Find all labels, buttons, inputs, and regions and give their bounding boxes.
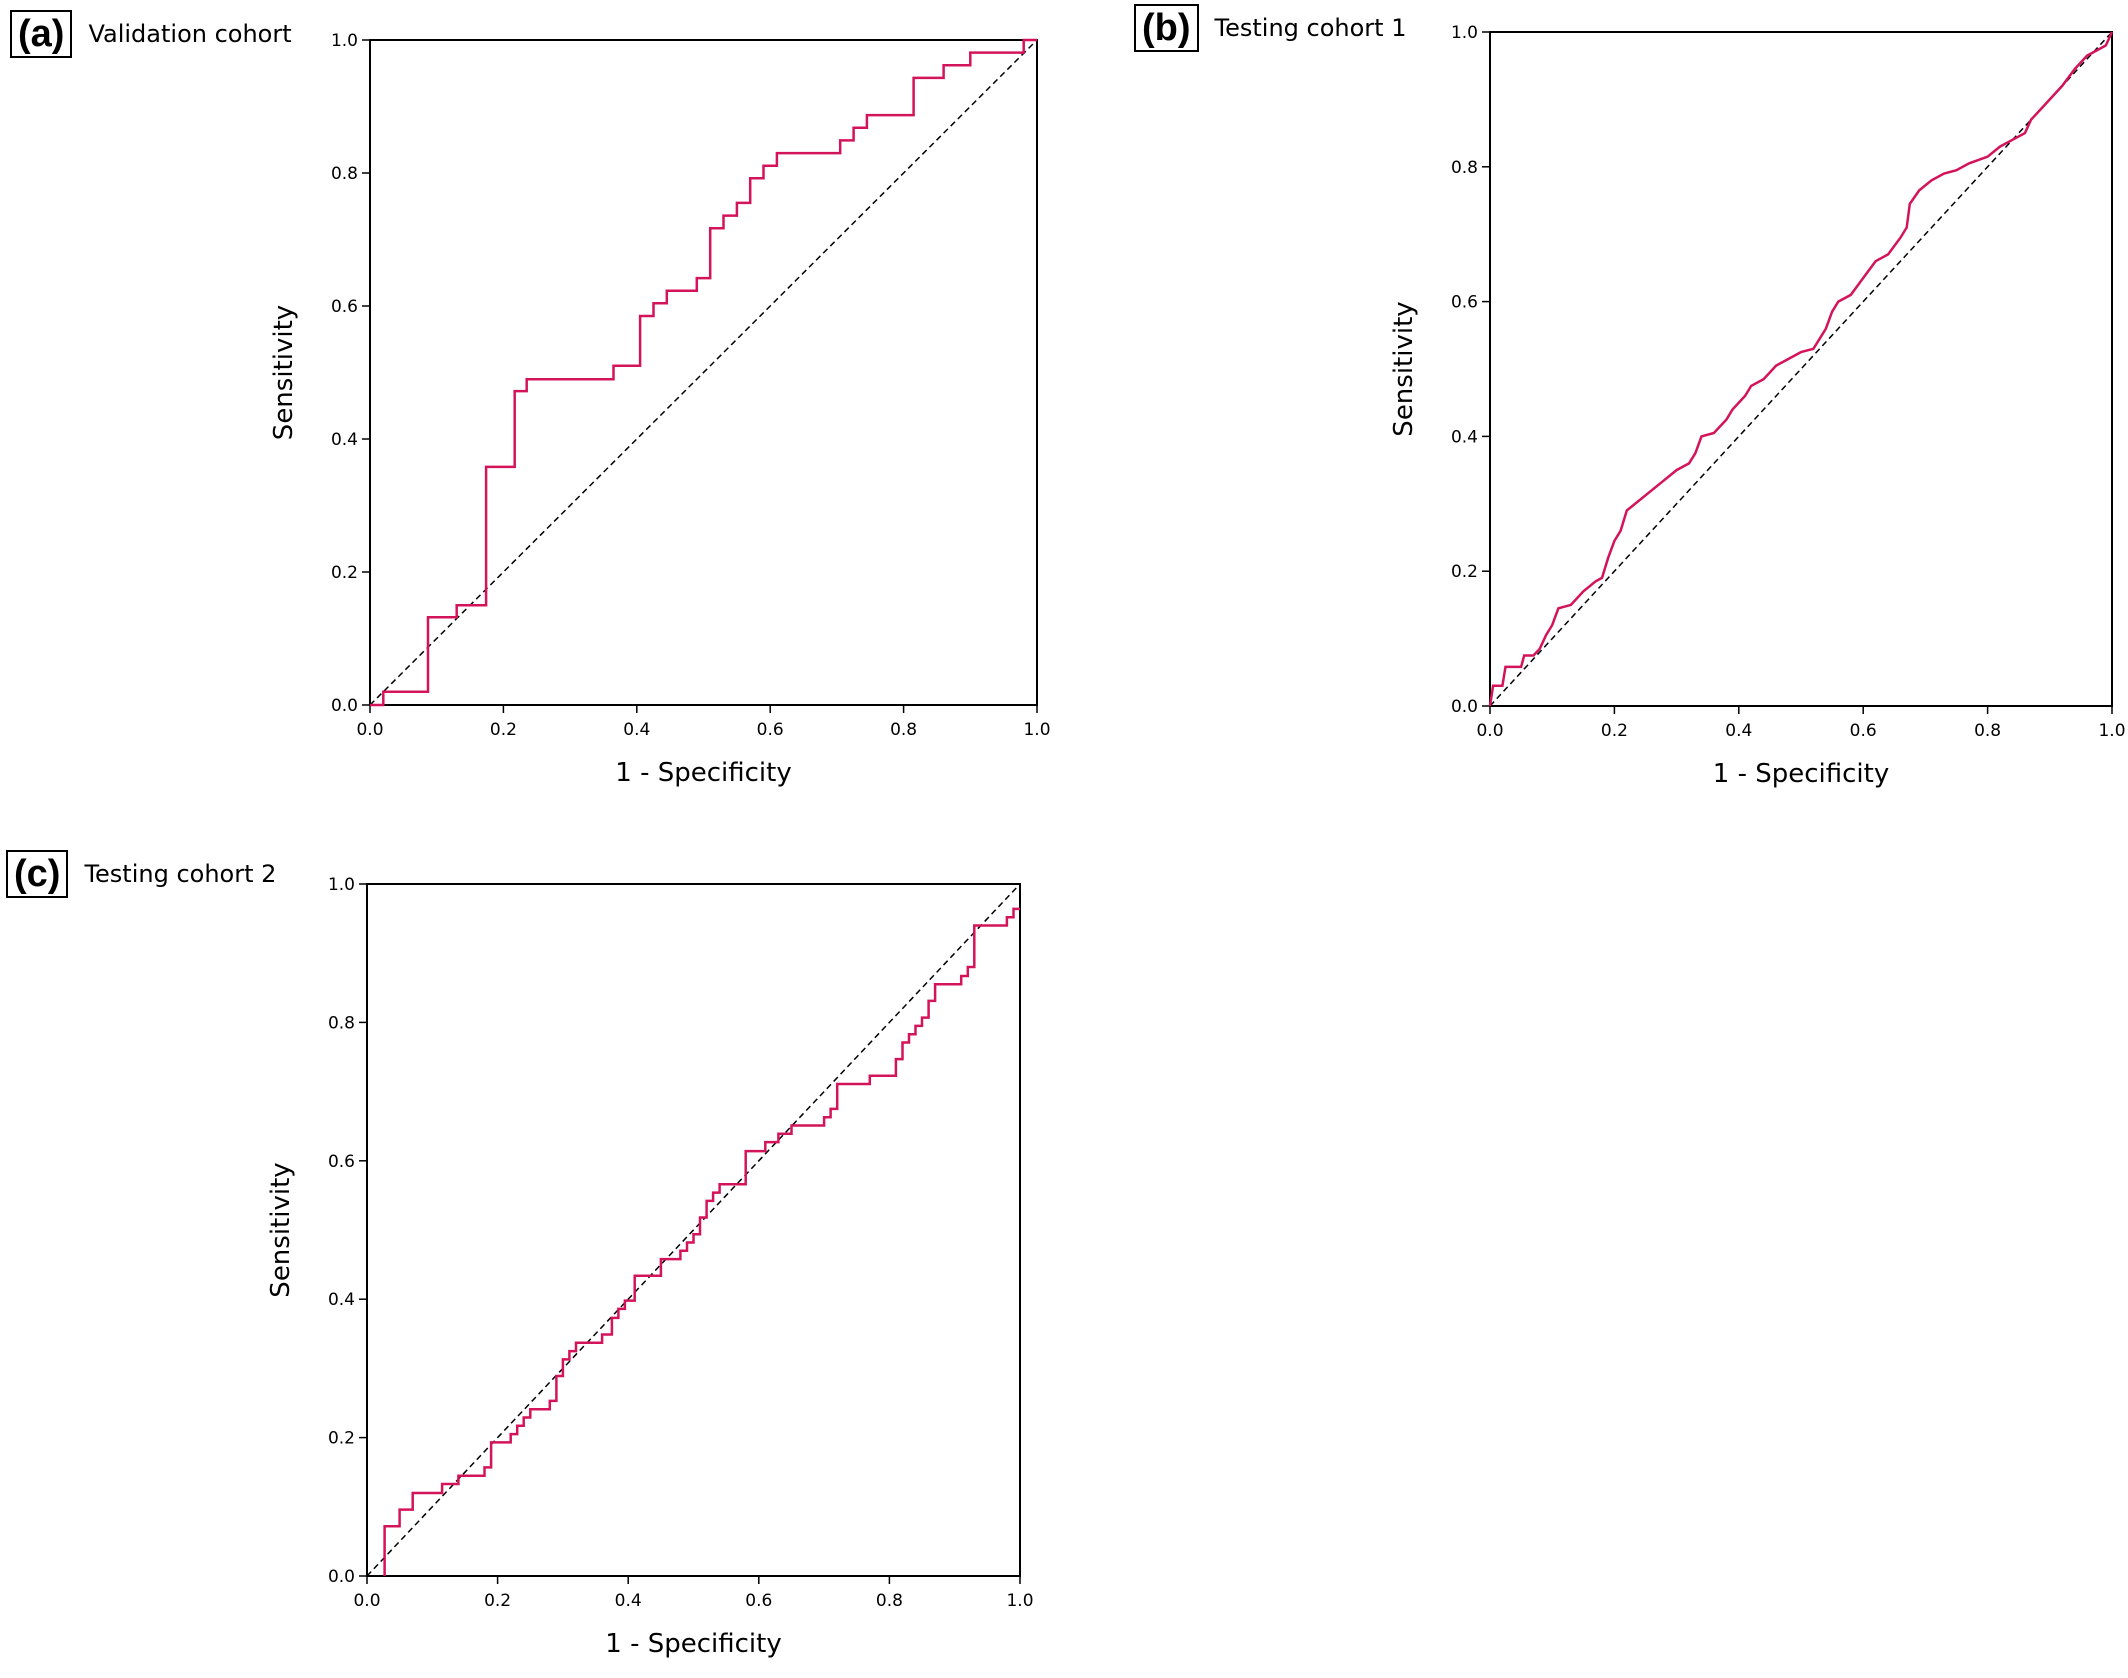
panel-a-letter: (a): [10, 10, 73, 58]
x-tick-label-b-5: 1.0: [2098, 721, 2125, 741]
x-tick-label-c-0: 0.0: [353, 1591, 380, 1611]
panel-c-label: (c) Testing cohort 2: [6, 850, 276, 898]
x-axis-title-b: 1 - Specificity: [1713, 759, 1889, 789]
panel-b-title: Testing cohort 1: [1214, 14, 1407, 42]
y-tick-label-c-1: 0.2: [328, 1429, 355, 1449]
x-axis-title-a: 1 - Specificity: [615, 758, 791, 788]
y-tick-label-c-4: 0.8: [328, 1013, 355, 1033]
x-tick-label-a-4: 0.8: [890, 720, 917, 740]
x-tick-label-b-3: 0.6: [1850, 721, 1877, 741]
y-tick-label-a-4: 0.8: [331, 164, 358, 184]
plot-frame-c: [366, 883, 1021, 1577]
roc-curve-b: [1488, 31, 2114, 707]
x-tick-label-a-5: 1.0: [1023, 720, 1050, 740]
y-tick-label-b-5: 1.0: [1451, 23, 1478, 43]
y-tick-label-a-5: 1.0: [331, 31, 358, 51]
y-tick-label-b-2: 0.4: [1451, 427, 1478, 447]
y-tick-label-a-1: 0.2: [331, 563, 358, 583]
roc-curve-c: [383, 907, 1020, 1576]
y-tick-label-c-2: 0.4: [328, 1290, 355, 1310]
panel-a-title: Validation cohort: [88, 20, 292, 48]
y-tick-label-b-0: 0.0: [1451, 697, 1478, 717]
x-tick-label-a-3: 0.6: [757, 720, 784, 740]
panel-b-label: (b) Testing cohort 1: [1134, 4, 1406, 52]
panel-a-label: (a) Validation cohort: [10, 10, 292, 58]
x-tick-label-a-2: 0.4: [623, 720, 650, 740]
y-tick-label-a-3: 0.6: [331, 297, 358, 317]
y-tick-label-b-1: 0.2: [1451, 562, 1478, 582]
x-tick-label-a-0: 0.0: [356, 720, 383, 740]
x-tick-label-b-0: 0.0: [1476, 721, 1503, 741]
reference-line-b: [1489, 31, 2113, 707]
x-tick-label-c-3: 0.6: [745, 1591, 772, 1611]
y-tick-label-a-2: 0.4: [331, 430, 358, 450]
panel-c-title: Testing cohort 2: [84, 860, 277, 888]
y-tick-label-c-0: 0.0: [328, 1567, 355, 1587]
roc-curve-a: [370, 38, 1037, 707]
y-tick-label-b-3: 0.6: [1451, 293, 1478, 313]
x-tick-label-b-2: 0.4: [1725, 721, 1752, 741]
x-tick-label-a-1: 0.2: [490, 720, 517, 740]
plot-frame-a: [369, 39, 1038, 706]
panel-c-letter: (c): [6, 850, 69, 898]
panel-b-letter: (b): [1134, 4, 1199, 52]
x-tick-label-c-2: 0.4: [615, 1591, 642, 1611]
x-tick-label-c-4: 0.8: [876, 1591, 903, 1611]
y-tick-label-c-5: 1.0: [328, 875, 355, 895]
reference-line-a: [369, 39, 1038, 706]
y-tick-label-b-4: 0.8: [1451, 158, 1478, 178]
x-tick-label-c-1: 0.2: [484, 1591, 511, 1611]
plot-frame-b: [1489, 31, 2113, 707]
reference-line-c: [366, 883, 1021, 1577]
y-axis-title-a: Sensitivity: [269, 305, 299, 440]
x-tick-label-b-1: 0.2: [1601, 721, 1628, 741]
x-tick-label-b-4: 0.8: [1974, 721, 2001, 741]
x-axis-title-c: 1 - Specificity: [605, 1629, 781, 1659]
y-tick-label-a-0: 0.0: [331, 696, 358, 716]
y-axis-title-c: Sensitivity: [266, 1162, 296, 1297]
y-tick-label-c-3: 0.6: [328, 1152, 355, 1172]
x-tick-label-c-5: 1.0: [1006, 1591, 1033, 1611]
y-axis-title-b: Sensitivity: [1389, 301, 1419, 436]
